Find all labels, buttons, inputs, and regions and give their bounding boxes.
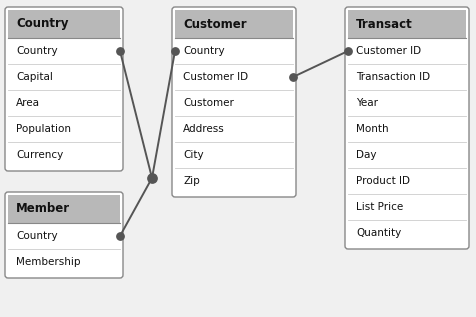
FancyBboxPatch shape <box>345 7 469 249</box>
Bar <box>175 10 293 38</box>
Text: Customer: Customer <box>183 17 247 30</box>
Text: Customer: Customer <box>183 98 234 108</box>
Text: Transaction ID: Transaction ID <box>356 72 430 82</box>
Point <box>289 74 297 80</box>
Text: Area: Area <box>16 98 40 108</box>
Text: Month: Month <box>356 124 388 134</box>
FancyBboxPatch shape <box>5 192 123 278</box>
Text: Customer ID: Customer ID <box>356 46 421 56</box>
Text: Customer ID: Customer ID <box>183 72 248 82</box>
Bar <box>8 195 120 223</box>
Text: Member: Member <box>16 203 70 216</box>
Text: Capital: Capital <box>16 72 53 82</box>
FancyBboxPatch shape <box>5 7 123 171</box>
Text: Product ID: Product ID <box>356 176 410 186</box>
Text: Transact: Transact <box>356 17 413 30</box>
FancyBboxPatch shape <box>172 7 296 197</box>
Text: City: City <box>183 150 204 160</box>
Text: Zip: Zip <box>183 176 200 186</box>
Point <box>344 49 352 54</box>
Text: Day: Day <box>356 150 377 160</box>
Text: Population: Population <box>16 124 71 134</box>
Text: Year: Year <box>356 98 378 108</box>
Bar <box>8 10 120 38</box>
Text: Country: Country <box>183 46 225 56</box>
Text: Membership: Membership <box>16 257 80 267</box>
Bar <box>348 10 466 38</box>
Text: Currency: Currency <box>16 150 63 160</box>
Text: Quantity: Quantity <box>356 228 401 238</box>
Text: List Price: List Price <box>356 202 403 212</box>
Point <box>148 176 156 181</box>
Text: Country: Country <box>16 46 58 56</box>
Text: Country: Country <box>16 231 58 241</box>
Point <box>116 49 124 54</box>
Text: Address: Address <box>183 124 225 134</box>
Point <box>116 233 124 238</box>
Text: Country: Country <box>16 17 69 30</box>
Point <box>171 49 179 54</box>
